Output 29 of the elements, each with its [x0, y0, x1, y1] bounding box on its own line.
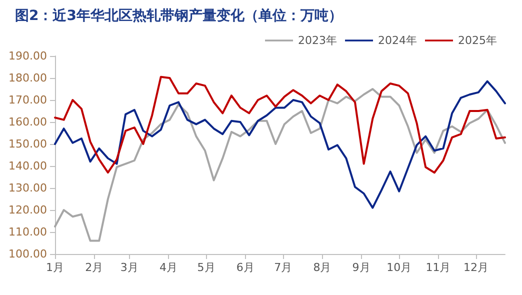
- legend-label: 2025年: [458, 34, 498, 47]
- line-series: [54, 88, 506, 242]
- x-tick-label: 11月: [426, 261, 451, 274]
- x-tick-label: 1月: [46, 261, 64, 274]
- x-tick-label: 2月: [85, 261, 104, 274]
- y-tick-label: 120.00: [8, 204, 47, 216]
- x-tick-label: 6月: [236, 261, 254, 274]
- legend-label: 2023年: [298, 34, 338, 47]
- y-tick-label: 130.00: [8, 182, 47, 194]
- y-tick-label: 190.00: [8, 50, 47, 62]
- x-tick-label: 8月: [313, 261, 332, 274]
- x-tick-label: 3月: [120, 261, 138, 274]
- line-series: [54, 80, 506, 209]
- x-tick-label: 10月: [386, 261, 412, 274]
- y-tick-label: 110.00: [8, 226, 47, 238]
- y-tick-label: 170.00: [8, 94, 47, 106]
- y-tick-label: 150.00: [8, 138, 47, 150]
- x-tick-label: 9月: [352, 261, 370, 274]
- line-series: [54, 76, 506, 174]
- chart-title: 图2：近3年华北区热轧带钢产量变化（单位：万吨）: [15, 7, 342, 24]
- legend-label: 2024年: [378, 34, 418, 47]
- x-tick-label: 4月: [159, 261, 178, 274]
- y-tick-label: 180.00: [8, 72, 47, 84]
- y-tick-label: 160.00: [8, 116, 47, 128]
- y-tick-label: 140.00: [8, 160, 47, 172]
- y-tick-label: 100.00: [8, 248, 47, 260]
- x-tick-label: 12月: [464, 261, 489, 274]
- x-tick-label: 5月: [197, 261, 216, 274]
- x-tick-label: 7月: [274, 261, 292, 274]
